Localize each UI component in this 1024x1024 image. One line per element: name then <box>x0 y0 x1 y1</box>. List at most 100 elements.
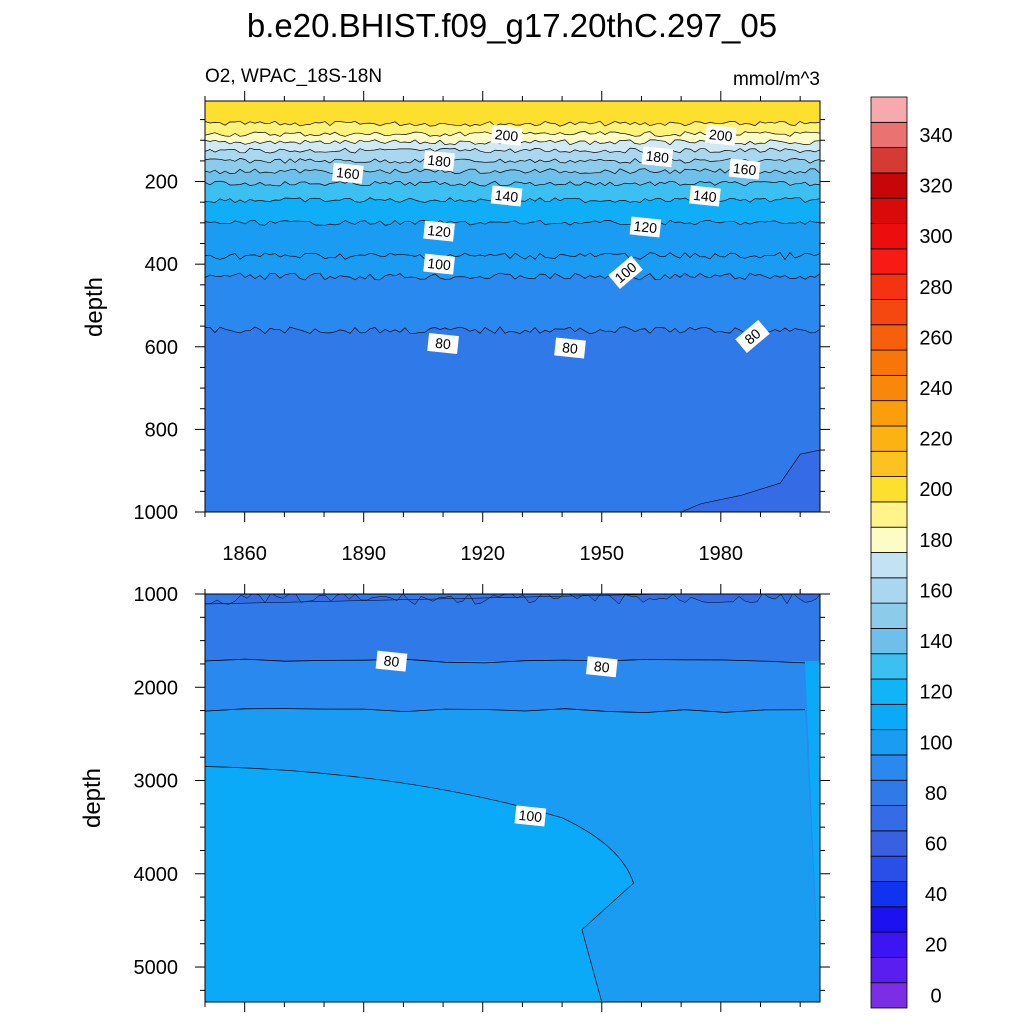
contour-label-box <box>514 805 547 827</box>
colorbar-swatch <box>870 223 908 250</box>
colorbar-swatch <box>870 425 908 452</box>
contour-line <box>205 180 820 187</box>
contour-label-text: 100 <box>518 807 543 825</box>
y-tick-label: 600 <box>145 337 178 359</box>
colorbar-swatch <box>870 501 908 528</box>
y-tick-label: 200 <box>145 172 178 194</box>
contour-band <box>205 326 820 512</box>
contour-label-text: 80 <box>593 658 610 676</box>
panel-frame <box>204 100 821 513</box>
contour-label-text: 160 <box>335 164 360 182</box>
contour-label: 200 <box>490 124 523 146</box>
contour-label: 180 <box>641 146 674 168</box>
contour-band <box>681 449 820 512</box>
colorbar-swatch <box>870 476 908 503</box>
contour-label: 100 <box>514 805 547 827</box>
colorbar-label: 260 <box>919 327 952 349</box>
colorbar-label: 160 <box>919 580 952 602</box>
contour-label-box <box>629 216 662 238</box>
contour-line <box>205 252 820 260</box>
contour-label: 160 <box>728 158 761 180</box>
contour-label: 80 <box>427 332 459 354</box>
colorbar-swatch <box>870 982 908 1009</box>
colorbar-label: 60 <box>925 834 947 856</box>
colorbar-swatch <box>870 602 908 629</box>
colorbar-label: 340 <box>919 125 952 147</box>
colorbar-swatch <box>870 577 908 604</box>
colorbar-label: 300 <box>919 226 952 248</box>
colorbar-label: 180 <box>919 530 952 552</box>
contour-line <box>205 326 820 335</box>
contour-label-text: 80 <box>434 335 451 353</box>
contour-label-text: 100 <box>427 255 452 273</box>
colorbar-label: 120 <box>919 682 952 704</box>
colorbar: 0 20 40 60 80 100 120 140 160 180 200 220 240 260 280 3… <box>870 96 953 1009</box>
x-tick-label: 1950 <box>580 543 625 565</box>
colorbar-label: 140 <box>919 631 952 653</box>
colorbar-label: 20 <box>925 935 947 957</box>
contour-line <box>205 158 820 164</box>
colorbar-label: 220 <box>919 429 952 451</box>
colorbar-label: 320 <box>919 176 952 198</box>
upper-y-axis-label: depth <box>81 277 108 337</box>
contour-line <box>205 658 806 664</box>
y-tick-label: 5000 <box>134 957 179 979</box>
contour-band <box>205 594 820 662</box>
contour-label-box <box>641 146 674 168</box>
colorbar-swatch <box>870 324 908 351</box>
contour-label: 200 <box>704 124 737 146</box>
colorbar-swatch <box>870 703 908 731</box>
contour-label-box <box>423 150 455 172</box>
contour-label: 80 <box>554 337 586 359</box>
contour-label-box <box>427 332 459 354</box>
colorbar-swatch <box>870 881 908 908</box>
contour-label-text: 140 <box>692 187 717 205</box>
colorbar-swatch <box>870 628 908 655</box>
contour-label-box <box>423 220 455 242</box>
contour-label-text: 140 <box>494 187 519 205</box>
x-tick-label: 1980 <box>699 543 744 565</box>
contour-label-text: 80 <box>561 339 578 357</box>
contour-line <box>205 708 806 714</box>
contour-label-text: 200 <box>708 126 733 144</box>
colorbar-swatch <box>870 374 908 402</box>
y-tick-label: 2000 <box>134 677 179 699</box>
contour-label-box <box>423 253 455 275</box>
y-tick-label: 1000 <box>134 584 179 606</box>
colorbar-label: 100 <box>919 732 952 754</box>
contour-label-text: 120 <box>633 218 658 236</box>
colorbar-swatch <box>870 121 908 149</box>
y-tick-label: 800 <box>145 419 178 441</box>
colorbar-swatch <box>870 273 908 300</box>
colorbar-swatch <box>870 172 908 199</box>
y-tick-label: 1000 <box>134 502 179 524</box>
contour-label: 120 <box>423 220 455 242</box>
contour-label: 80 <box>585 656 618 678</box>
colorbar-swatch <box>870 349 908 376</box>
colorbar-swatch <box>870 855 908 882</box>
colorbar-swatch <box>870 931 908 958</box>
colorbar-swatch <box>870 729 908 756</box>
contour-line <box>205 219 820 226</box>
colorbar-swatch <box>870 450 908 477</box>
contour-line <box>205 168 820 175</box>
units-label: mmol/m^3 <box>733 69 820 90</box>
contour-label-box <box>331 162 364 184</box>
contour-label-box <box>735 319 770 353</box>
contour-label-box <box>704 124 737 146</box>
chart-title: b.e20.BHIST.f09_g17.20thC.297_05 <box>247 7 777 44</box>
colorbar-label: 80 <box>925 783 947 805</box>
colorbar-swatch <box>870 552 908 579</box>
x-tick-label: 1860 <box>222 543 267 565</box>
contour-label-box <box>554 337 586 359</box>
colorbar-swatch <box>870 147 908 174</box>
y-tick-label: 4000 <box>134 864 179 886</box>
colorbar-swatch <box>870 653 908 680</box>
contour-label-box <box>689 185 721 207</box>
contour-label-text: 200 <box>494 126 519 144</box>
colorbar-swatch <box>870 906 908 933</box>
contour-label-text: 160 <box>732 160 757 178</box>
colorbar-label: 40 <box>925 884 947 906</box>
